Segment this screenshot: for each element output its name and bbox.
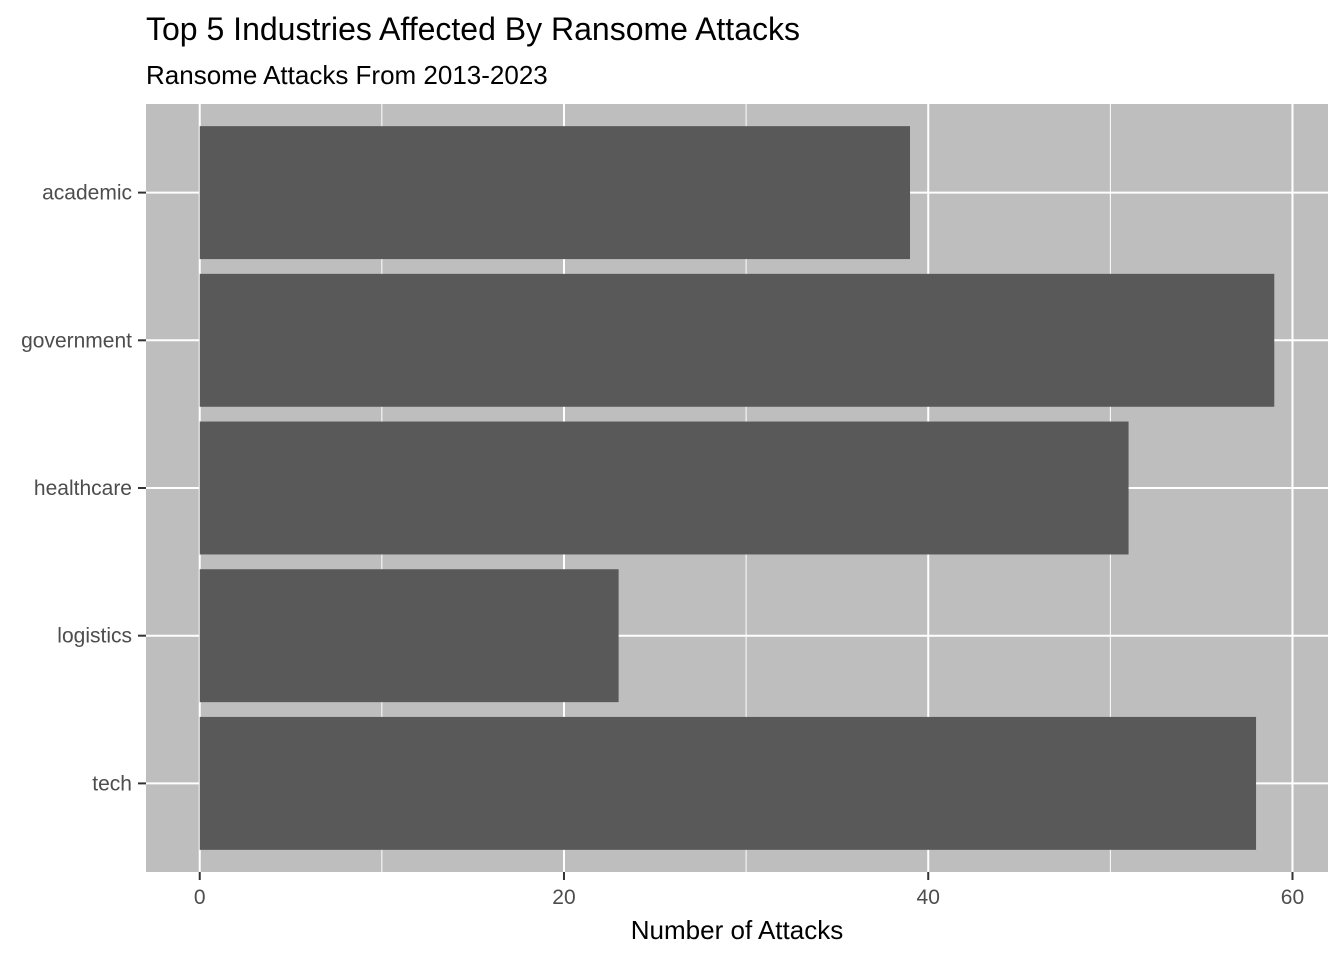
bar-academic — [199, 126, 911, 260]
axes: academic government healthcare logistics tec… — [21, 182, 1304, 909]
y-tick-label: healthcare — [34, 477, 132, 500]
bar-logistics — [199, 569, 619, 703]
bar-healthcare — [199, 421, 1129, 555]
y-tick-label: government — [21, 329, 132, 352]
y-tick-label: logistics — [57, 625, 132, 648]
x-tick-label: 60 — [1281, 886, 1304, 909]
x-axis-title: Number of Attacks — [631, 915, 843, 945]
bars — [199, 126, 1275, 850]
chart-subtitle: Ransome Attacks From 2013-2023 — [146, 60, 548, 90]
bar-tech — [199, 716, 1257, 850]
bar-government — [199, 273, 1275, 407]
y-tick-label: tech — [92, 772, 132, 795]
x-tick-label: 20 — [552, 886, 575, 909]
x-tick-label: 0 — [194, 886, 206, 909]
x-tick-label: 40 — [917, 886, 940, 909]
chart-title: Top 5 Industries Affected By Ransome Att… — [146, 11, 800, 47]
y-tick-label: academic — [42, 182, 132, 205]
